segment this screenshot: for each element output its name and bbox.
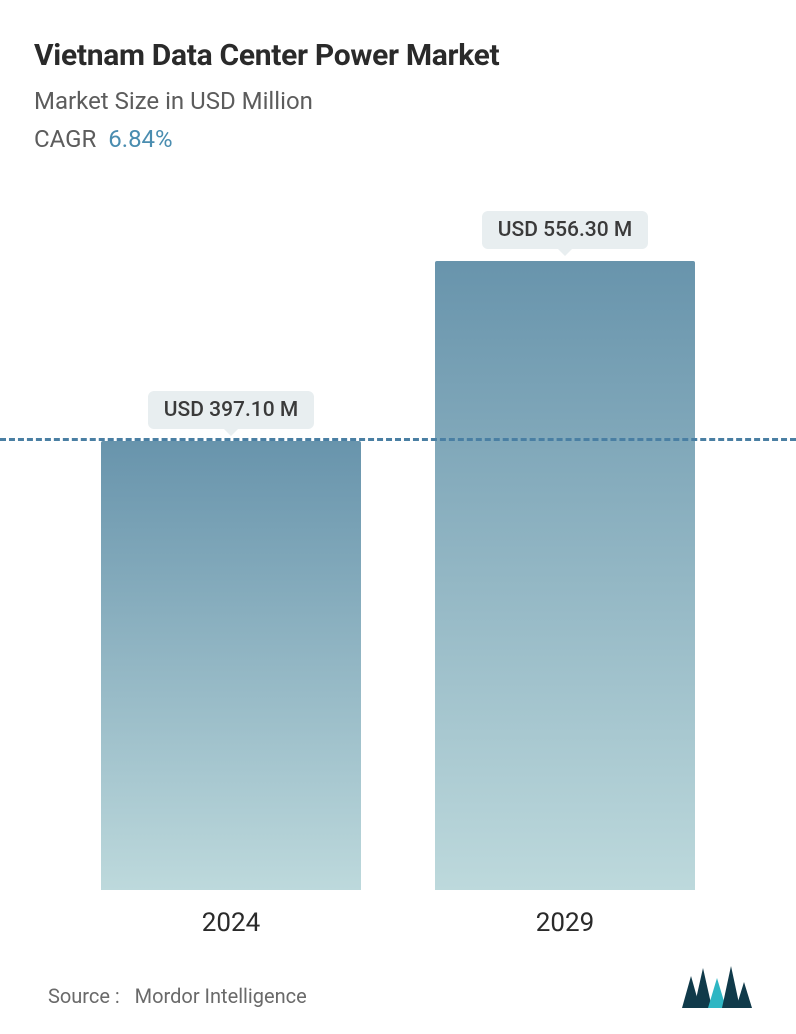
x-axis-label: 2024 [101,908,361,938]
bar [101,441,361,890]
x-axis-label: 2029 [435,908,695,938]
bars-row: USD 397.10 M USD 556.30 M [64,193,732,890]
cagr-label: CAGR [34,125,96,153]
chart-title: Vietnam Data Center Power Market [34,38,762,73]
source-name: Mordor Intelligence [135,984,307,1008]
x-axis-labels: 2024 2029 [64,908,732,938]
chart-footer: Source : Mordor Intelligence [34,938,762,1034]
cagr-row: CAGR 6.84% [34,125,762,153]
bar-value-badge: USD 556.30 M [482,211,648,249]
cagr-value: 6.84% [108,125,172,153]
bar [435,261,695,890]
source-label: Source : [48,984,120,1008]
chart-plot-area: USD 397.10 M USD 556.30 M [64,193,732,890]
chart-subtitle: Market Size in USD Million [34,87,762,115]
reference-dashed-line [0,438,796,441]
bar-group: USD 397.10 M [101,391,361,890]
bar-group: USD 556.30 M [435,211,695,890]
bar-value-badge: USD 397.10 M [148,391,314,429]
mordor-logo-icon [682,966,752,1008]
source-attribution: Source : Mordor Intelligence [48,984,307,1008]
